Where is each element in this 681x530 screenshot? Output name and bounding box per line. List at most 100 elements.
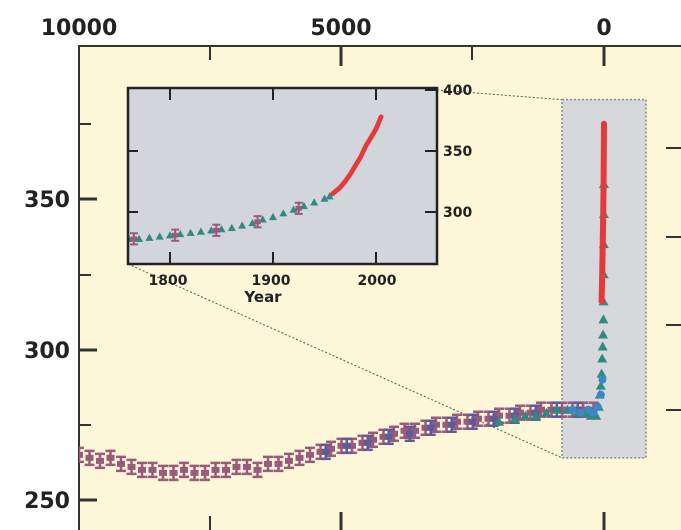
main-series-2-point-0 bbox=[494, 416, 504, 426]
main-series-0-point-36-marker bbox=[453, 418, 461, 425]
inset-series-1-point-1 bbox=[171, 228, 180, 242]
main-series-0-point-29-marker bbox=[379, 433, 388, 440]
main-series-0-point-16-marker bbox=[243, 463, 251, 470]
main-series-0-point-23-marker bbox=[316, 448, 325, 455]
inset-x-tick-label-1800: 1800 bbox=[149, 273, 188, 289]
inset-data-marks bbox=[128, 114, 384, 246]
main-series-1-point-2 bbox=[362, 434, 373, 452]
main-series-0-point-8 bbox=[158, 464, 168, 482]
main-series-3-point-4 bbox=[593, 402, 602, 411]
main-series-0-point-34-marker bbox=[432, 421, 440, 428]
main-series-3-point-6 bbox=[598, 375, 607, 384]
inset-series-2-point-1 bbox=[337, 185, 343, 190]
main-series-0-point-17-marker bbox=[253, 466, 262, 473]
main-series-3-point-5 bbox=[596, 390, 605, 399]
main-series-2-point-16 bbox=[597, 341, 608, 351]
inset-series-1-point-3 bbox=[253, 215, 262, 229]
main-series-1-point-1 bbox=[341, 437, 352, 455]
main-series-1-point-1-marker bbox=[342, 442, 351, 449]
main-series-1-point-0-marker bbox=[321, 448, 330, 455]
main-series-2-point-13 bbox=[595, 380, 606, 390]
main-series-0-point-33-marker bbox=[421, 424, 430, 431]
main-series-3-point-0 bbox=[568, 405, 577, 414]
main-series-0-point-24-marker bbox=[327, 445, 335, 452]
main-series-0-point-15-marker bbox=[232, 463, 241, 470]
main-series-0-point-6-marker bbox=[138, 466, 146, 473]
main-series-0-point-32 bbox=[410, 422, 420, 440]
inset-series-1-point-3-marker bbox=[254, 219, 261, 225]
inset-series-2-point-3 bbox=[348, 172, 353, 177]
main-series-0-point-27-marker bbox=[358, 439, 367, 446]
main-series-2-point-1 bbox=[509, 413, 520, 423]
inset-x-tick-label-1900: 1900 bbox=[252, 273, 291, 289]
main-series-1-point-7-marker bbox=[468, 418, 477, 425]
main-series-3-point-1 bbox=[576, 408, 585, 417]
main-series-0-point-1 bbox=[84, 449, 95, 467]
main-series-0-point-8-marker bbox=[159, 469, 167, 476]
inset-x-axis-label: Year bbox=[243, 288, 282, 306]
inset-series-2-point-6 bbox=[363, 144, 368, 149]
inset-y-tick-label-350: 350 bbox=[443, 144, 472, 160]
main-series-2-point-15 bbox=[597, 353, 608, 363]
inset-series-2-point-2 bbox=[343, 179, 348, 184]
main-series-1-point-0 bbox=[320, 443, 331, 461]
inset-series-0-point-12 bbox=[238, 221, 247, 229]
main-series-1-point-6-marker bbox=[447, 421, 456, 428]
main-series-0-point-38 bbox=[473, 410, 483, 427]
main-series-0-point-20 bbox=[284, 452, 294, 470]
main-series-2-point-2 bbox=[520, 410, 531, 420]
main-series-0-point-18-marker bbox=[264, 460, 272, 467]
inset-series-0-point-20 bbox=[320, 194, 329, 202]
main-series-0-point-3-marker bbox=[106, 454, 115, 461]
main-series-4-point-2 bbox=[600, 241, 606, 247]
main-series-0-point-14-marker bbox=[222, 466, 230, 473]
main-series-4-point-1 bbox=[599, 271, 605, 277]
main-series-1-point-8-marker bbox=[489, 415, 498, 422]
main-series-0-point-22-marker bbox=[306, 451, 314, 458]
main-series-0-point-11-marker bbox=[190, 469, 199, 476]
x-tick-label-0: 0 bbox=[596, 16, 611, 41]
main-series-0-point-32-marker bbox=[411, 427, 419, 434]
main-series-1-point-4-marker bbox=[405, 430, 414, 437]
inset-series-0-point-7 bbox=[186, 228, 195, 236]
main-series-0-point-45-marker bbox=[547, 406, 556, 413]
main-series-0-point-12 bbox=[200, 464, 210, 482]
main-series-4-point-6 bbox=[601, 121, 607, 127]
inset-y-tick-label-300: 300 bbox=[443, 205, 472, 221]
main-series-0-point-19-marker bbox=[274, 460, 283, 467]
main-series-0-point-9-marker bbox=[169, 469, 178, 476]
inset-series-0-point-17 bbox=[289, 205, 298, 213]
main-series-0-point-4 bbox=[116, 455, 126, 473]
main-series-0-point-24 bbox=[326, 440, 336, 458]
main-series-0-point-6 bbox=[137, 461, 147, 479]
main-series-0-point-36 bbox=[452, 413, 462, 430]
inset-series-0-point-16 bbox=[279, 209, 288, 217]
main-series-0-point-26-marker bbox=[348, 442, 356, 449]
inset-series-0-point-19 bbox=[310, 198, 319, 206]
main-series-4-point-4 bbox=[600, 181, 607, 187]
main-series-0-point-7-marker bbox=[148, 466, 157, 473]
main-series-0-point-30-marker bbox=[390, 430, 398, 437]
main-series-1-point-2-marker bbox=[363, 439, 372, 446]
main-series-0-point-17 bbox=[252, 461, 263, 479]
inset-y-tick-label-400: 400 bbox=[443, 83, 472, 99]
main-data-marks bbox=[79, 120, 609, 482]
y-tick-label-250: 250 bbox=[24, 489, 70, 514]
inset-series-1-point-4 bbox=[294, 201, 303, 215]
inset-series-2-point-5 bbox=[358, 155, 363, 160]
inset-series-2-point-9 bbox=[379, 114, 384, 119]
main-series-0-point-15 bbox=[231, 458, 242, 476]
main-series-1-point-3 bbox=[383, 428, 394, 446]
inset-x-tick-label-2000: 2000 bbox=[358, 273, 397, 289]
main-series-0-point-28-marker bbox=[369, 436, 377, 443]
main-series-3-point-3 bbox=[589, 408, 598, 417]
main-series-1-point-5-marker bbox=[426, 424, 435, 431]
inset-series-2-point-0 bbox=[330, 191, 335, 196]
main-series-0-point-2-marker bbox=[96, 457, 104, 464]
main-series-0-point-39-marker bbox=[484, 415, 493, 422]
main-series-0-point-43-marker bbox=[526, 409, 535, 416]
main-series-4-point-5 bbox=[601, 151, 607, 157]
main-series-0-point-37-marker bbox=[463, 418, 472, 425]
inset-series-0-point-13 bbox=[248, 218, 257, 227]
